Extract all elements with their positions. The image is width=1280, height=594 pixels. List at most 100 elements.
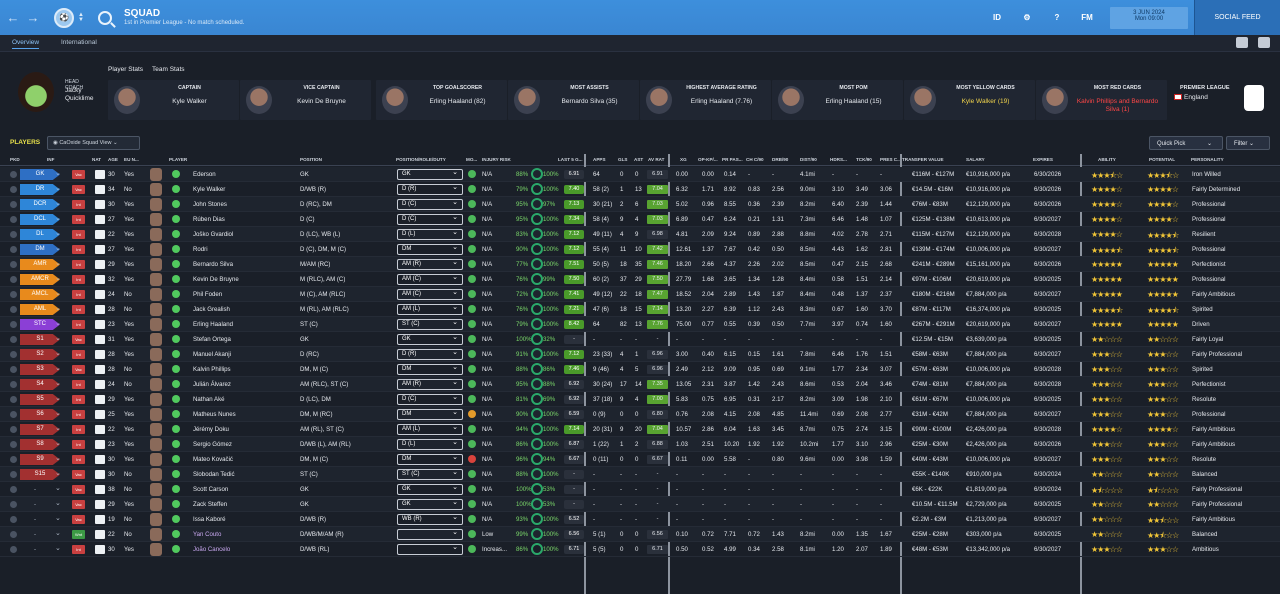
column-header[interactable]: EU N... xyxy=(124,157,139,162)
role-dropdown[interactable]: D (C) xyxy=(397,198,463,210)
table-row[interactable]: S9⌄ Int 30 Yes Mateo Kovačić DM, M (C) DM N/A 96… xyxy=(0,452,1280,467)
role-dropdown[interactable]: GK xyxy=(397,333,463,345)
player-name[interactable]: Manuel Akanji xyxy=(193,351,231,358)
role-dropdown[interactable] xyxy=(397,528,463,540)
table-row[interactable]: - ⌄ Vac 38 No Scott Carson GK GK N/A 100% 53% - - - - -… xyxy=(0,482,1280,497)
position-badge[interactable]: DCR xyxy=(20,199,60,210)
chevron-down-icon[interactable]: ⌄ xyxy=(55,485,61,492)
column-header[interactable]: PLAYER xyxy=(169,157,188,162)
select-checkbox[interactable] xyxy=(10,411,17,418)
position-badge[interactable]: S7 xyxy=(20,424,60,435)
select-checkbox[interactable] xyxy=(10,336,17,343)
role-dropdown[interactable]: ST (C) xyxy=(397,468,463,480)
player-name[interactable]: John Stones xyxy=(193,201,227,208)
column-header[interactable]: DRB/90 xyxy=(772,157,789,162)
role-dropdown[interactable]: AM (L) xyxy=(397,423,463,435)
league-panel[interactable]: PREMIER LEAGUE England xyxy=(1174,80,1268,120)
stat-card-3[interactable]: MOST ASSISTS Bernardo Silva (35) xyxy=(508,80,639,120)
table-row[interactable]: DCL⌄ Int 27 Yes Rúben Dias D (C) D (C) N/A 95% 10… xyxy=(0,212,1280,227)
table-row[interactable]: STC⌄ Int 23 Yes Erling Haaland ST (C) ST (C) N/… xyxy=(0,317,1280,332)
column-header[interactable]: TRANSFER VALUE xyxy=(902,157,944,162)
stat-card-1[interactable]: VICE CAPTAIN Kevin De Bruyne xyxy=(240,80,371,120)
select-checkbox[interactable] xyxy=(10,186,17,193)
table-row[interactable]: S4 ⌄ Int 24 No Julián Álvarez AM (RLC), ST (C)… xyxy=(0,377,1280,392)
column-header[interactable]: AST xyxy=(634,157,644,162)
position-badge[interactable]: S15 xyxy=(20,469,60,480)
social-feed-button[interactable]: SOCIAL FEED xyxy=(1194,0,1280,35)
search-icon[interactable] xyxy=(98,10,112,25)
player-name[interactable]: Zack Steffen xyxy=(193,501,228,508)
column-header[interactable]: CH C/90 xyxy=(746,157,764,162)
chevron-down-icon[interactable]: ⌄ xyxy=(55,455,61,462)
column-header[interactable]: ABILITY xyxy=(1098,157,1116,162)
tab-international[interactable]: International xyxy=(61,39,97,46)
position-badge[interactable]: S1 xyxy=(20,334,60,345)
stat-card-value[interactable]: Bernardo Silva (35) xyxy=(561,98,618,105)
table-row[interactable]: S1⌄ Vac 31 Yes Stefan Ortega GK GK N/A 100% 32% - -… xyxy=(0,332,1280,347)
position-badge[interactable]: AML xyxy=(20,304,60,315)
select-checkbox[interactable] xyxy=(10,426,17,433)
column-header[interactable]: PR PAS... xyxy=(722,157,743,162)
table-row[interactable]: AMCR ⌄ Int 32 Yes Kevin De Bruyne M (RLC), AM … xyxy=(0,272,1280,287)
table-row[interactable]: - ⌄ Vac 29 Yes Zack Steffen GK GK N/A 100% 53% - - - -… xyxy=(0,497,1280,512)
club-switch-icon[interactable]: ▲ ▼ xyxy=(78,11,84,23)
player-name[interactable]: Phil Foden xyxy=(193,291,223,298)
position-badge[interactable]: S6 xyxy=(20,409,60,420)
chevron-down-icon[interactable]: ⌄ xyxy=(55,530,61,537)
column-header[interactable]: POSITION/ROLE/DUTY xyxy=(396,157,446,162)
role-dropdown[interactable]: AM (C) xyxy=(397,288,463,300)
stat-card-value[interactable]: Kalvin Phillips and Bernardo Silva (1) xyxy=(1076,98,1159,113)
select-checkbox[interactable] xyxy=(10,546,17,553)
position-badge[interactable]: S5 xyxy=(20,394,60,405)
role-dropdown[interactable]: D (L) xyxy=(397,438,463,450)
player-name[interactable]: Ederson xyxy=(193,171,216,178)
table-row[interactable]: S2⌄ Int 28 Yes Manuel Akanji D (RC) D (R) N/A 91… xyxy=(0,347,1280,362)
player-name[interactable]: Slobodan Tedić xyxy=(193,471,235,478)
select-checkbox[interactable] xyxy=(10,381,17,388)
select-checkbox[interactable] xyxy=(10,351,17,358)
table-row[interactable]: S8 ⌄ Int 23 Yes Sergio Gómez D/WB (L), AM (RL)… xyxy=(0,437,1280,452)
table-row[interactable]: S5⌄ Int 29 Yes Nathan Aké D (LC), DM D (C) N/A 8… xyxy=(0,392,1280,407)
role-dropdown[interactable]: DM xyxy=(397,453,463,465)
column-header[interactable]: EXPIRES xyxy=(1033,157,1053,162)
fm-icon[interactable]: FM xyxy=(1081,13,1093,22)
role-dropdown[interactable]: D (C) xyxy=(397,393,463,405)
column-header[interactable]: POSITION xyxy=(300,157,322,162)
select-checkbox[interactable] xyxy=(10,201,17,208)
select-checkbox[interactable] xyxy=(10,246,17,253)
position-badge[interactable]: S3 xyxy=(20,364,60,375)
stat-card-value[interactable]: Erling Haaland (82) xyxy=(429,98,486,105)
role-dropdown[interactable]: DM xyxy=(397,363,463,375)
column-header[interactable]: PKD xyxy=(10,157,20,162)
chevron-down-icon[interactable]: ⌄ xyxy=(55,260,61,267)
player-name[interactable]: Rúben Dias xyxy=(193,216,225,223)
quick-pick-button[interactable]: Quick Pick ⌄ xyxy=(1149,136,1223,150)
position-badge[interactable]: GK xyxy=(20,169,60,180)
stat-card-value[interactable]: Kyle Walker (19) xyxy=(961,98,1010,105)
role-dropdown[interactable]: D (C) xyxy=(397,213,463,225)
role-dropdown[interactable]: D (R) xyxy=(397,348,463,360)
role-dropdown[interactable]: AM (R) xyxy=(397,258,463,270)
filter-button[interactable]: Filter ⌄ xyxy=(1226,136,1270,150)
tab-overview[interactable]: Overview xyxy=(12,39,40,49)
chevron-down-icon[interactable]: ⌄ xyxy=(55,545,61,552)
select-checkbox[interactable] xyxy=(10,516,17,523)
position-badge[interactable]: - xyxy=(34,546,37,553)
chevron-down-icon[interactable]: ⌄ xyxy=(55,200,61,207)
stat-card-value[interactable]: Kevin De Bruyne xyxy=(297,98,346,105)
player-name[interactable]: Matheus Nunes xyxy=(193,411,236,418)
position-badge[interactable]: - xyxy=(34,531,37,538)
column-header[interactable]: APPS xyxy=(593,157,606,162)
tab-team-stats[interactable]: Team Stats xyxy=(152,66,185,73)
chevron-down-icon[interactable]: ⌄ xyxy=(55,350,61,357)
column-header[interactable]: AGE xyxy=(108,157,118,162)
role-dropdown[interactable]: AM (L) xyxy=(397,303,463,315)
chevron-down-icon[interactable]: ⌄ xyxy=(55,230,61,237)
column-header[interactable]: HDRS... xyxy=(830,157,847,162)
column-header[interactable]: INF xyxy=(47,157,55,162)
chevron-down-icon[interactable]: ⌄ xyxy=(55,320,61,327)
position-badge[interactable]: - xyxy=(34,501,37,508)
column-header[interactable]: SALARY xyxy=(966,157,985,162)
chevron-down-icon[interactable]: ⌄ xyxy=(55,335,61,342)
assistant-icon[interactable] xyxy=(1236,37,1248,48)
